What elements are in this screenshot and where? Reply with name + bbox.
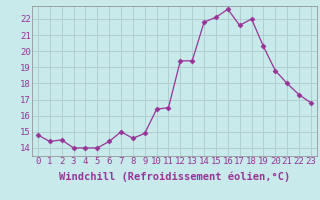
X-axis label: Windchill (Refroidissement éolien,°C): Windchill (Refroidissement éolien,°C) [59,172,290,182]
